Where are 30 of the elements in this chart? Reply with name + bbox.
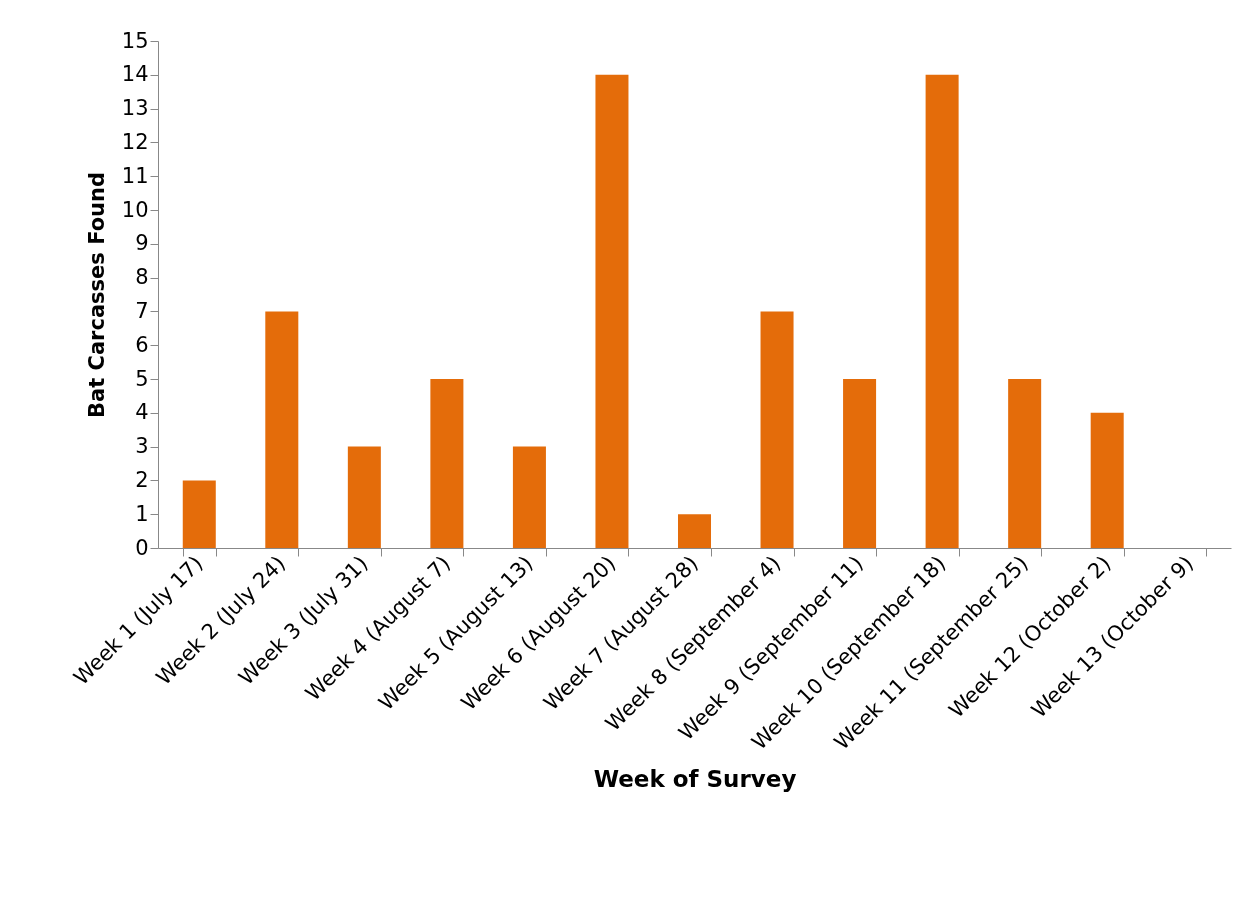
bar [512,446,546,548]
y-tick-label: 15 [121,28,149,53]
bar [1008,379,1042,548]
bar [265,311,299,548]
y-tick-label: 12 [121,129,149,154]
x-axis-title: Week of Survey [593,765,797,792]
bar [843,379,877,548]
y-tick-label: 8 [135,265,149,290]
bar [430,379,464,548]
y-tick-label: 13 [121,96,149,121]
y-tick-label: 5 [135,366,149,391]
y-tick-label: 11 [121,163,149,188]
bar [677,514,712,548]
y-axis-title: Bat Carcasses Found [84,172,109,418]
bar [760,311,794,548]
y-tick-label: 10 [121,197,149,222]
y-tick-label: 6 [135,332,149,357]
y-tick-label: 4 [135,400,149,425]
y-tick-label: 1 [135,501,149,526]
bar [1090,412,1124,548]
y-tick-label: 14 [121,62,149,87]
bar [925,74,959,548]
y-tick-label: 2 [135,467,149,492]
y-tick-label: 7 [135,298,149,323]
bar [347,446,381,548]
y-tick-label: 3 [135,434,149,459]
bar [182,480,216,548]
y-tick-label: 9 [135,231,149,256]
y-tick-label: 0 [135,535,149,560]
bar [595,74,629,548]
